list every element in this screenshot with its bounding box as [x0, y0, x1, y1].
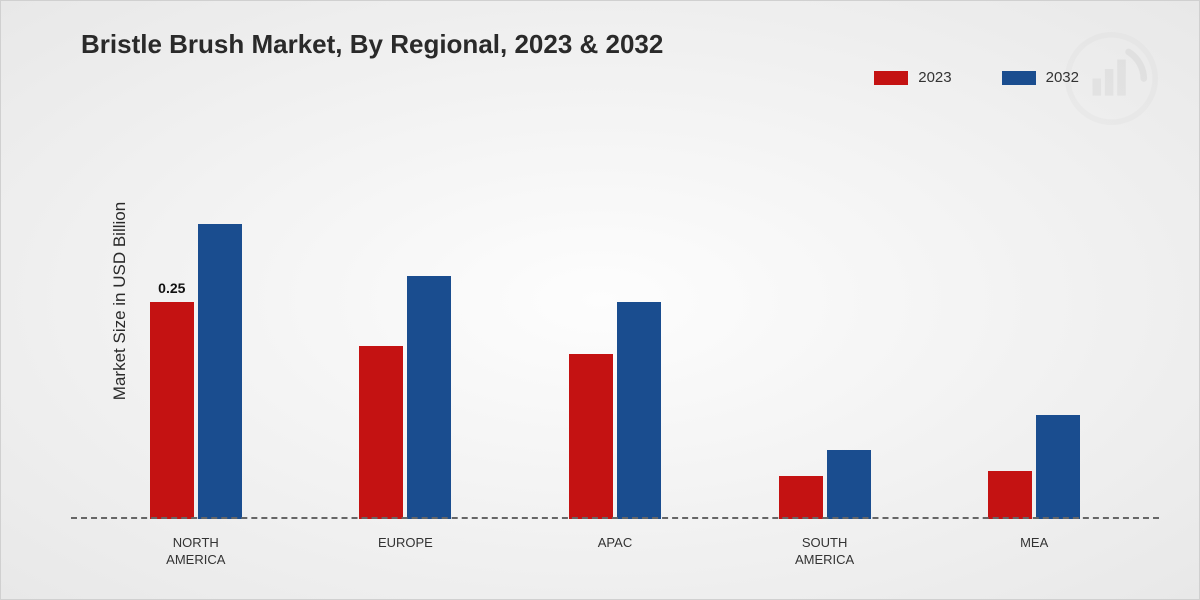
bar-group: [779, 450, 871, 519]
legend: 2023 2032: [874, 69, 1079, 86]
chart-title: Bristle Brush Market, By Regional, 2023 …: [81, 29, 663, 60]
legend-label-2032: 2032: [1046, 69, 1079, 86]
bar-2032: [617, 302, 661, 519]
legend-item-2032: 2032: [1002, 69, 1079, 86]
watermark-arc: [1129, 52, 1144, 79]
watermark-bar-1: [1093, 79, 1102, 96]
bar-value-label: 0.25: [158, 280, 185, 296]
x-axis-label: APAC: [555, 535, 675, 569]
bar-2032: [198, 224, 242, 519]
legend-label-2023: 2023: [918, 69, 951, 86]
bar-2023: [569, 354, 613, 519]
bar-2023: [779, 476, 823, 519]
bar-2023: [988, 471, 1032, 519]
x-axis-label: MEA: [974, 535, 1094, 569]
bar-group: [569, 302, 661, 519]
bar-groups: 0.25: [91, 131, 1139, 519]
watermark-bar-2: [1105, 69, 1114, 96]
bar-group: 0.25: [150, 224, 242, 519]
bar-2032: [407, 276, 451, 519]
legend-item-2023: 2023: [874, 69, 951, 86]
bar-group: [988, 415, 1080, 519]
x-axis-label: SOUTH AMERICA: [765, 535, 885, 569]
bar-2023: 0.25: [150, 302, 194, 519]
bar-2023: [359, 346, 403, 519]
x-axis-label: NORTH AMERICA: [136, 535, 256, 569]
x-axis-label: EUROPE: [345, 535, 465, 569]
legend-swatch-2032: [1002, 71, 1036, 85]
legend-swatch-2023: [874, 71, 908, 85]
x-axis-labels: NORTH AMERICA EUROPE APAC SOUTH AMERICA MEA: [91, 535, 1139, 569]
bar-2032: [827, 450, 871, 519]
chart-area: 0.25: [91, 131, 1139, 519]
bar-2032: [1036, 415, 1080, 519]
bar-group: [359, 276, 451, 519]
x-axis-baseline: [71, 517, 1159, 519]
watermark-bar-3: [1117, 60, 1126, 96]
